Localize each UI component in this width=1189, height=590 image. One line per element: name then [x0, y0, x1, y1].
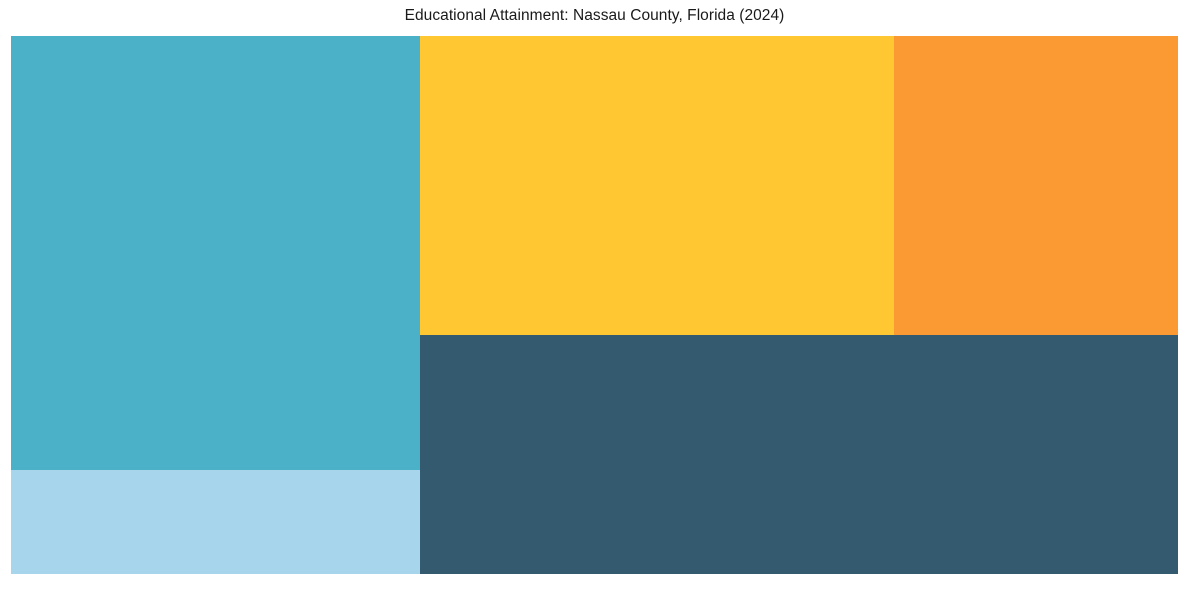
- treemap-plot-area: High school graduate (includes equivalen…: [11, 36, 1178, 574]
- treemap-tile-3[interactable]: Bachelor's degree: [420, 36, 894, 335]
- chart-title: Educational Attainment: Nassau County, F…: [404, 7, 785, 24]
- treemap-tile-1[interactable]: High school graduate (includes equivalen…: [420, 335, 1178, 574]
- treemap-tile-4[interactable]: Associate's degree: [894, 36, 1178, 335]
- treemap-tile-2[interactable]: Some college, no degree: [11, 36, 420, 470]
- treemap-tile-5[interactable]: Graduate or professional degree: [11, 470, 420, 574]
